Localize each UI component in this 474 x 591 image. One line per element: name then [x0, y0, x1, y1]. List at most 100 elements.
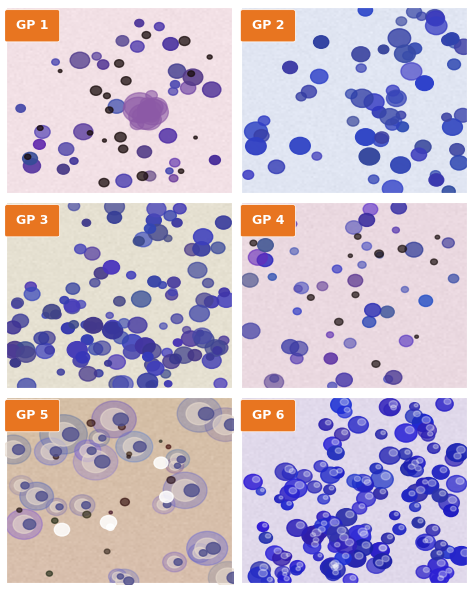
Circle shape: [102, 322, 123, 339]
Circle shape: [313, 553, 323, 561]
Circle shape: [401, 287, 409, 293]
Circle shape: [76, 352, 90, 363]
Circle shape: [359, 504, 365, 508]
Circle shape: [405, 242, 423, 257]
Circle shape: [414, 404, 418, 407]
Circle shape: [17, 346, 36, 362]
Circle shape: [133, 236, 144, 246]
Circle shape: [295, 482, 304, 489]
Circle shape: [66, 283, 80, 294]
Circle shape: [128, 317, 147, 333]
Circle shape: [372, 361, 380, 367]
Circle shape: [426, 525, 440, 536]
Circle shape: [321, 521, 327, 525]
Circle shape: [418, 519, 423, 523]
Circle shape: [206, 354, 214, 360]
Circle shape: [260, 564, 268, 570]
Circle shape: [409, 464, 415, 469]
Circle shape: [401, 462, 417, 476]
Circle shape: [431, 176, 443, 186]
Circle shape: [397, 122, 409, 132]
Circle shape: [121, 77, 131, 85]
Circle shape: [437, 560, 445, 566]
Circle shape: [375, 132, 389, 143]
Circle shape: [244, 475, 262, 489]
Circle shape: [379, 398, 400, 415]
Circle shape: [335, 319, 343, 325]
Circle shape: [447, 547, 453, 553]
Circle shape: [274, 548, 281, 554]
Circle shape: [43, 304, 60, 319]
Circle shape: [80, 444, 96, 457]
Circle shape: [282, 552, 292, 560]
Circle shape: [174, 463, 181, 468]
Circle shape: [347, 116, 359, 126]
Circle shape: [217, 293, 235, 307]
Circle shape: [118, 145, 128, 153]
Circle shape: [331, 565, 337, 570]
Circle shape: [146, 90, 157, 100]
Circle shape: [185, 243, 200, 256]
Circle shape: [329, 486, 334, 490]
Circle shape: [442, 113, 451, 121]
Circle shape: [169, 175, 178, 182]
Circle shape: [23, 159, 40, 173]
Circle shape: [365, 304, 381, 317]
Circle shape: [167, 477, 175, 483]
Circle shape: [37, 126, 43, 131]
Circle shape: [393, 524, 406, 535]
Circle shape: [225, 419, 238, 430]
Circle shape: [442, 238, 454, 248]
Circle shape: [415, 504, 419, 507]
Circle shape: [166, 168, 173, 174]
Circle shape: [94, 268, 108, 279]
Circle shape: [193, 229, 213, 245]
Circle shape: [116, 35, 129, 46]
Circle shape: [287, 501, 292, 505]
Circle shape: [332, 265, 342, 273]
Circle shape: [346, 221, 362, 234]
Circle shape: [275, 566, 290, 579]
Circle shape: [56, 504, 63, 510]
Circle shape: [188, 349, 201, 361]
Circle shape: [129, 104, 160, 129]
Circle shape: [132, 108, 150, 123]
Circle shape: [319, 419, 333, 430]
Circle shape: [374, 554, 392, 569]
Circle shape: [6, 509, 42, 540]
Circle shape: [73, 355, 88, 367]
Circle shape: [123, 98, 154, 122]
Circle shape: [253, 476, 260, 482]
Circle shape: [146, 214, 161, 226]
Circle shape: [168, 288, 177, 296]
Circle shape: [442, 35, 455, 46]
Circle shape: [313, 538, 319, 543]
Circle shape: [314, 36, 329, 48]
Circle shape: [382, 533, 394, 544]
Circle shape: [103, 261, 119, 274]
FancyBboxPatch shape: [240, 9, 295, 42]
Circle shape: [280, 485, 299, 501]
Circle shape: [52, 59, 59, 65]
Circle shape: [408, 464, 423, 477]
Circle shape: [18, 378, 36, 394]
Circle shape: [169, 462, 180, 470]
Circle shape: [171, 80, 180, 88]
Circle shape: [99, 178, 109, 187]
Circle shape: [423, 539, 428, 543]
Circle shape: [395, 424, 417, 442]
Circle shape: [314, 460, 328, 472]
Circle shape: [376, 465, 381, 469]
Circle shape: [259, 532, 273, 543]
Circle shape: [144, 109, 159, 122]
Circle shape: [307, 536, 321, 548]
Circle shape: [331, 397, 351, 413]
Circle shape: [17, 508, 22, 512]
Circle shape: [182, 326, 191, 333]
Circle shape: [396, 17, 407, 25]
Circle shape: [35, 438, 67, 465]
Circle shape: [358, 419, 366, 426]
Text: GP 3: GP 3: [16, 214, 48, 227]
Circle shape: [355, 553, 363, 559]
Circle shape: [147, 361, 164, 375]
